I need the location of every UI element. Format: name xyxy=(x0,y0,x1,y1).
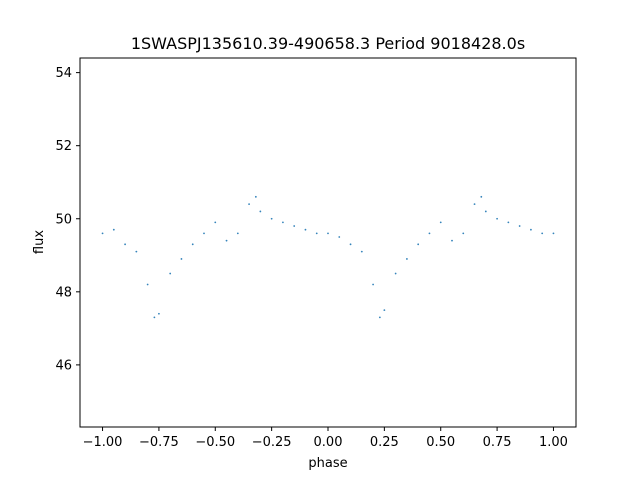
data-point xyxy=(541,232,544,235)
x-tick-label: 0.75 xyxy=(483,435,512,450)
data-point xyxy=(153,316,156,319)
data-point xyxy=(338,236,341,238)
data-point xyxy=(428,232,431,235)
data-point xyxy=(135,250,138,253)
x-tick-label: 0.25 xyxy=(370,435,399,450)
chart-title: 1SWASPJ135610.39-490658.3 Period 9018428… xyxy=(131,34,525,53)
data-point xyxy=(507,221,510,224)
data-point xyxy=(473,203,476,206)
data-point xyxy=(248,203,250,206)
data-point xyxy=(124,243,126,246)
data-point xyxy=(101,232,104,235)
y-axis: 46 48 50 52 54 xyxy=(55,66,80,373)
data-point xyxy=(203,232,205,235)
y-tick-label: 54 xyxy=(55,66,72,81)
data-point xyxy=(406,258,408,260)
data-point xyxy=(530,228,532,231)
x-tick-label: −0.25 xyxy=(252,435,292,450)
x-tick-label: 0.50 xyxy=(426,435,455,450)
data-point xyxy=(451,239,453,242)
data-point xyxy=(191,243,194,246)
data-point xyxy=(462,232,465,235)
data-point xyxy=(378,316,381,319)
x-axis-label: phase xyxy=(308,456,347,471)
data-point xyxy=(225,239,228,242)
data-point xyxy=(518,225,521,227)
data-point xyxy=(180,258,183,260)
data-point xyxy=(552,232,555,235)
x-tick-label: −0.75 xyxy=(139,435,179,450)
data-point xyxy=(496,217,498,220)
scatter-points xyxy=(101,195,555,319)
data-point xyxy=(417,243,420,246)
data-point xyxy=(293,225,296,227)
y-axis-label: flux xyxy=(32,230,47,254)
data-point xyxy=(254,195,257,198)
data-point xyxy=(282,221,284,224)
data-point xyxy=(270,217,273,220)
x-axis: −1.00 −0.75 −0.50 −0.25 0.00 0.25 0.50 0.75 1.00 xyxy=(83,427,568,450)
data-point xyxy=(480,195,483,198)
data-point xyxy=(214,221,217,224)
data-point xyxy=(112,228,115,231)
data-point xyxy=(304,228,307,231)
y-tick-label: 48 xyxy=(55,285,72,300)
data-point xyxy=(484,210,487,213)
data-point xyxy=(372,283,374,286)
data-point xyxy=(146,283,149,286)
y-tick-label: 50 xyxy=(55,212,72,227)
x-tick-label: 0.00 xyxy=(314,435,343,450)
data-point xyxy=(327,232,329,235)
x-tick-label: −1.00 xyxy=(83,435,123,450)
data-point xyxy=(360,250,363,253)
data-point xyxy=(383,309,386,311)
data-point xyxy=(315,232,318,235)
data-point xyxy=(349,243,352,246)
data-point xyxy=(236,232,239,235)
data-point xyxy=(169,272,172,275)
y-tick-label: 52 xyxy=(55,139,72,154)
y-tick-label: 46 xyxy=(55,358,72,373)
data-point xyxy=(158,312,160,315)
data-point xyxy=(259,210,262,213)
x-tick-label: 1.00 xyxy=(539,435,568,450)
data-point xyxy=(439,221,442,224)
x-tick-label: −0.50 xyxy=(195,435,235,450)
data-point xyxy=(394,272,397,275)
